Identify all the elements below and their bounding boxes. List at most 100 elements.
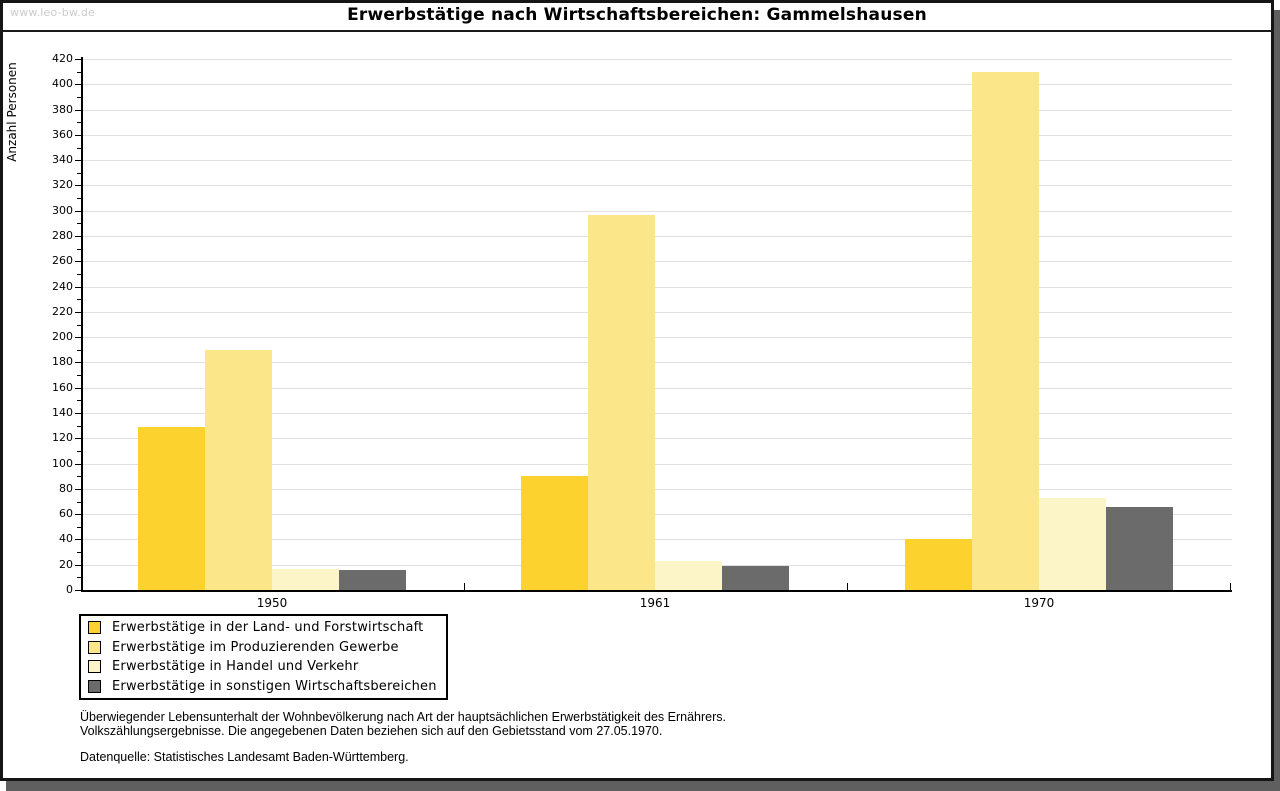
y-tick-label: 360 [52, 127, 73, 141]
y-major-tick [75, 311, 81, 313]
y-tick-label: 300 [52, 203, 73, 217]
y-minor-tick [77, 299, 81, 301]
y-major-tick [75, 337, 81, 339]
y-major-tick [75, 564, 81, 566]
x-boundary-tick [847, 583, 848, 590]
bar-1970-series3 [1039, 497, 1106, 590]
gridline [83, 311, 1232, 313]
y-minor-tick [77, 223, 81, 225]
y-major-tick [75, 109, 81, 111]
y-major-tick [75, 261, 81, 263]
legend-swatch-series1 [88, 621, 101, 635]
y-tick-label: 100 [52, 456, 73, 470]
gridline [83, 463, 1232, 465]
gridline [83, 59, 1232, 60]
legend-row: Erwerbstätige in Handel und Verkehr [81, 657, 446, 677]
y-major-tick [75, 488, 81, 490]
x-boundary-tick [1230, 583, 1231, 590]
y-tick-label: 220 [52, 304, 73, 318]
y-major-tick [75, 539, 81, 541]
legend-label: Erwerbstätige in der Land- und Forstwirt… [112, 620, 424, 636]
y-tick-label: 380 [52, 102, 73, 116]
y-axis-title: Anzahl Personen [5, 62, 19, 162]
y-tick-label: 260 [52, 254, 73, 268]
bar-1970-series1 [905, 539, 972, 590]
site-watermark: www.leo-bw.de [10, 6, 96, 19]
y-minor-tick [77, 425, 81, 427]
y-major-tick [75, 84, 81, 86]
gridline [83, 387, 1232, 389]
y-tick-label: 400 [52, 77, 73, 91]
bar-1970-series4 [1106, 506, 1173, 590]
y-tick-label: 140 [52, 406, 73, 419]
gridline [83, 160, 1232, 162]
y-tick-label: 180 [52, 355, 73, 369]
gridline [83, 438, 1232, 440]
y-minor-tick [77, 577, 81, 579]
x-tick-label: 1961 [639, 596, 671, 610]
gridline [83, 362, 1232, 364]
y-major-tick [75, 438, 81, 440]
bar-1950-series1 [138, 426, 205, 590]
bar-1961-series1 [521, 476, 588, 590]
y-minor-tick [77, 552, 81, 554]
y-tick-label: 240 [52, 279, 73, 293]
gridline [83, 134, 1232, 136]
y-minor-tick [77, 450, 81, 452]
y-major-tick [75, 590, 81, 591]
legend-swatch-series2 [88, 640, 101, 654]
y-tick-label: 0 [66, 583, 73, 596]
legend-label: Erwerbstätige in Handel und Verkehr [112, 659, 359, 675]
y-minor-tick [77, 501, 81, 503]
y-minor-tick [77, 273, 81, 275]
y-major-tick [75, 185, 81, 187]
footnote-line-2: Volkszählungsergebnisse. Die angegebenen… [80, 724, 663, 738]
chart-title: Erwerbstätige nach Wirtschaftsbereichen:… [347, 5, 927, 25]
legend-label: Erwerbstätige in sonstigen Wirtschaftsbe… [112, 678, 437, 694]
legend-row: Erwerbstätige in der Land- und Forstwirt… [81, 618, 446, 638]
footnote-line-1: Überwiegender Lebensunterhalt der Wohnbe… [80, 710, 726, 724]
gridline [83, 261, 1232, 263]
y-major-tick [75, 514, 81, 516]
y-minor-tick [77, 198, 81, 200]
bar-1950-series3 [272, 568, 339, 590]
y-axis-line [81, 57, 83, 592]
y-major-tick [75, 362, 81, 364]
bar-1961-series2 [588, 214, 655, 590]
y-minor-tick [77, 147, 81, 149]
gridline [83, 236, 1232, 237]
y-minor-tick [77, 324, 81, 326]
bar-1961-series4 [722, 565, 789, 590]
legend-swatch-series4 [88, 679, 101, 693]
x-tick-label: 1970 [1023, 596, 1055, 610]
x-axis-line [81, 590, 1232, 592]
y-tick-label: 160 [52, 380, 73, 394]
y-minor-tick [77, 172, 81, 174]
y-major-tick [75, 286, 81, 288]
gridline [83, 286, 1232, 288]
gridline [83, 514, 1232, 516]
y-minor-tick [77, 349, 81, 351]
gridline [83, 337, 1232, 339]
x-boundary-tick [463, 583, 465, 590]
legend-label: Erwerbstätige im Produzierenden Gewerbe [112, 639, 399, 655]
y-minor-tick [77, 248, 81, 250]
gridline [83, 539, 1232, 541]
title-divider [0, 30, 1274, 32]
gridline [83, 413, 1232, 414]
y-minor-tick [77, 122, 81, 124]
legend-row: Erwerbstätige im Produzierenden Gewerbe [81, 638, 446, 658]
y-major-tick [75, 387, 81, 389]
data-source-note: Datenquelle: Statistisches Landesamt Bad… [80, 750, 409, 764]
bar-1961-series3 [655, 560, 722, 590]
y-tick-label: 420 [52, 52, 73, 65]
y-minor-tick [77, 96, 81, 98]
y-major-tick [75, 134, 81, 136]
legend-swatch-series3 [88, 660, 101, 674]
y-tick-label: 80 [59, 481, 73, 495]
legend-row: Erwerbstätige in sonstigen Wirtschaftsbe… [81, 677, 446, 697]
y-tick-label: 20 [59, 557, 73, 571]
gridline [83, 109, 1232, 111]
y-major-tick [75, 413, 81, 414]
